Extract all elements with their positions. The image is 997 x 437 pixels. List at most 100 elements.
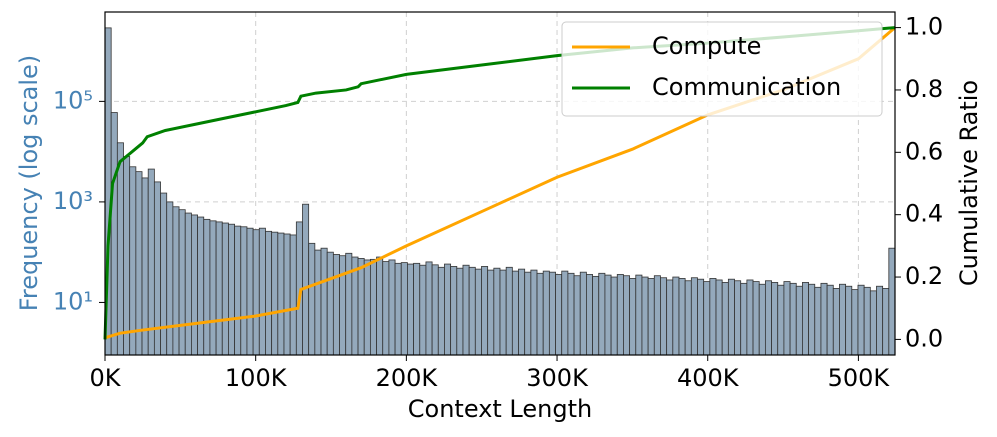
bar bbox=[567, 272, 575, 356]
x-axis-label: Context Length bbox=[408, 395, 592, 423]
bar bbox=[808, 283, 816, 356]
bar bbox=[407, 263, 414, 356]
bar bbox=[524, 271, 532, 356]
bar bbox=[697, 278, 705, 356]
bar bbox=[690, 277, 698, 356]
bar bbox=[425, 261, 433, 356]
bar bbox=[721, 282, 729, 356]
bar bbox=[641, 276, 649, 356]
y2-tick-label: 0.6 bbox=[905, 137, 943, 165]
bar bbox=[474, 268, 482, 356]
bar bbox=[320, 247, 328, 356]
bar bbox=[265, 230, 273, 356]
bar bbox=[166, 201, 174, 356]
bar bbox=[660, 277, 668, 356]
bar bbox=[727, 278, 735, 356]
bar bbox=[357, 258, 365, 356]
bar bbox=[684, 280, 692, 356]
bar bbox=[851, 289, 859, 356]
y2-axis-label: Cumulative Ratio bbox=[955, 80, 983, 286]
bar bbox=[271, 231, 279, 356]
bar bbox=[857, 284, 865, 356]
x-tick-label: 100K bbox=[225, 364, 288, 392]
x-tick-label: 400K bbox=[677, 364, 740, 392]
bar bbox=[394, 262, 402, 356]
bar bbox=[172, 206, 180, 356]
bar bbox=[573, 275, 581, 356]
bar bbox=[376, 256, 384, 356]
legend-label: Compute bbox=[652, 32, 761, 60]
bar bbox=[869, 290, 877, 356]
bar bbox=[740, 282, 748, 356]
bar bbox=[672, 276, 680, 356]
bar bbox=[129, 166, 137, 356]
x-tick-label: 0K bbox=[89, 364, 121, 392]
bar bbox=[116, 142, 124, 356]
bar bbox=[647, 278, 655, 356]
bar bbox=[555, 274, 563, 356]
bar bbox=[184, 212, 192, 356]
bar bbox=[882, 288, 890, 356]
bar bbox=[845, 285, 853, 356]
bar bbox=[339, 255, 347, 356]
bar bbox=[734, 280, 742, 356]
bar bbox=[388, 259, 396, 356]
bar bbox=[289, 234, 297, 356]
bar bbox=[326, 251, 334, 356]
bar bbox=[616, 274, 624, 356]
bar bbox=[345, 252, 353, 356]
bar bbox=[277, 232, 285, 356]
bar bbox=[653, 275, 661, 356]
bar bbox=[160, 192, 168, 356]
bar bbox=[511, 270, 519, 356]
y2-tick-label: 0.2 bbox=[905, 262, 943, 290]
bar bbox=[629, 278, 637, 356]
bar bbox=[468, 266, 476, 356]
bar bbox=[302, 203, 310, 356]
bar bbox=[592, 275, 600, 356]
legend-box bbox=[561, 21, 883, 117]
bar bbox=[413, 262, 421, 356]
bar bbox=[518, 268, 526, 356]
legend-label: Communication bbox=[652, 73, 841, 101]
bar bbox=[530, 269, 538, 356]
bar bbox=[777, 284, 785, 356]
bar bbox=[598, 272, 606, 356]
bar bbox=[197, 216, 205, 356]
bar bbox=[246, 227, 254, 356]
bar bbox=[209, 220, 217, 356]
bar bbox=[789, 282, 797, 356]
bar bbox=[481, 266, 489, 356]
bar bbox=[487, 269, 495, 356]
legend: Compute Communication bbox=[561, 21, 883, 117]
x-tick-label: 300K bbox=[526, 364, 589, 392]
bar bbox=[221, 222, 229, 356]
bar bbox=[863, 286, 871, 356]
bar bbox=[623, 275, 631, 356]
y2-tick-label: 0.0 bbox=[905, 324, 943, 352]
bar bbox=[419, 264, 427, 356]
bar bbox=[252, 229, 260, 356]
bar bbox=[586, 274, 593, 356]
bar bbox=[437, 266, 445, 356]
y-axis-label: Frequency (log scale) bbox=[15, 55, 43, 311]
bar bbox=[505, 266, 513, 356]
bar bbox=[499, 269, 507, 356]
bar bbox=[369, 258, 377, 356]
y-tick-label: 10¹ bbox=[53, 287, 93, 315]
plot-frame bbox=[104, 11, 896, 356]
bar bbox=[283, 233, 291, 356]
bar bbox=[839, 283, 847, 356]
bar bbox=[764, 280, 772, 356]
bar bbox=[234, 225, 242, 356]
bar bbox=[431, 264, 439, 356]
bar bbox=[752, 281, 760, 356]
x-tick-label: 200K bbox=[376, 364, 439, 392]
bar bbox=[444, 263, 452, 356]
bar bbox=[135, 171, 143, 356]
bar bbox=[876, 285, 884, 356]
bar bbox=[240, 226, 248, 356]
bar bbox=[123, 156, 131, 356]
bar bbox=[314, 249, 322, 356]
